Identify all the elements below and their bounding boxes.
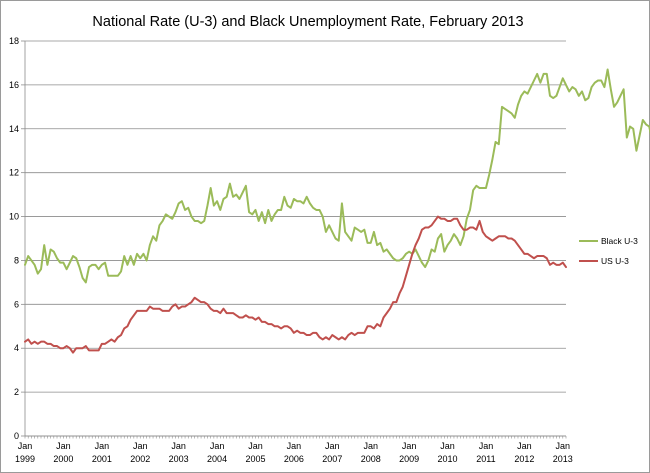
x-axis: Jan 1999 Jan 2000 Jan 2001 Jan 2002 Jan 2003 Jan 20… bbox=[15, 435, 573, 464]
x-tick-label-year: 2001 bbox=[92, 454, 112, 464]
x-tick-label-year: 1999 bbox=[15, 454, 35, 464]
x-tick-label-year: 2006 bbox=[284, 454, 304, 464]
x-tick-label-month: Jan bbox=[56, 441, 71, 451]
x-tick-label-month: Jan bbox=[210, 441, 225, 451]
x-tick-label-month: Jan bbox=[479, 441, 494, 451]
series-line-black-u-3 bbox=[24, 68, 650, 284]
x-tick-label-month: Jan bbox=[517, 441, 532, 451]
x-tick-label-month: Jan bbox=[18, 441, 33, 451]
y-tick-label: 0 bbox=[14, 431, 19, 441]
x-tick-label-year: 2010 bbox=[438, 454, 458, 464]
x-tick-label-month: Jan bbox=[133, 441, 148, 451]
series-lines bbox=[24, 68, 650, 354]
y-tick-label: 2 bbox=[14, 387, 19, 397]
legend-label: US U-3 bbox=[601, 256, 629, 266]
x-tick-label-month: Jan bbox=[440, 441, 455, 451]
x-tick-label-year: 2013 bbox=[553, 454, 573, 464]
x-tick-label-month: Jan bbox=[171, 441, 186, 451]
x-tick-label-month: Jan bbox=[287, 441, 302, 451]
gridlines bbox=[25, 40, 566, 437]
chart-title: National Rate (U-3) and Black Unemployme… bbox=[92, 14, 523, 30]
x-tick-label-year: 2002 bbox=[130, 454, 150, 464]
y-tick-label: 6 bbox=[14, 299, 19, 309]
y-tick-label: 12 bbox=[9, 168, 19, 178]
x-tick-label-year: 2004 bbox=[207, 454, 227, 464]
y-tick-label: 10 bbox=[9, 212, 19, 222]
x-tick-label-year: 2009 bbox=[399, 454, 419, 464]
series-line-us-u-3 bbox=[24, 215, 567, 354]
x-tick-label-month: Jan bbox=[363, 441, 378, 451]
x-tick-label-year: 2012 bbox=[514, 454, 534, 464]
y-tick-label: 18 bbox=[9, 36, 19, 46]
legend-label: Black U-3 bbox=[601, 236, 638, 246]
x-tick-label-month: Jan bbox=[402, 441, 417, 451]
x-tick-label-year: 2003 bbox=[169, 454, 189, 464]
legend: Black U-3 US U-3 bbox=[579, 236, 638, 266]
x-tick-label-month: Jan bbox=[556, 441, 571, 451]
x-tick-label-month: Jan bbox=[325, 441, 340, 451]
x-tick-label-month: Jan bbox=[248, 441, 263, 451]
x-tick-label-month: Jan bbox=[95, 441, 110, 451]
y-tick-label: 16 bbox=[9, 80, 19, 90]
x-tick-label-year: 2008 bbox=[361, 454, 381, 464]
y-axis: 0 2 4 6 8 10 12 14 16 18 bbox=[9, 36, 26, 441]
x-tick-label-year: 2007 bbox=[322, 454, 342, 464]
y-tick-label: 4 bbox=[14, 343, 19, 353]
y-tick-label: 8 bbox=[14, 255, 19, 265]
x-tick-label-year: 2000 bbox=[53, 454, 73, 464]
y-tick-label: 14 bbox=[9, 124, 19, 134]
x-tick-label-year: 2011 bbox=[476, 454, 495, 464]
x-tick-label-year: 2005 bbox=[245, 454, 265, 464]
